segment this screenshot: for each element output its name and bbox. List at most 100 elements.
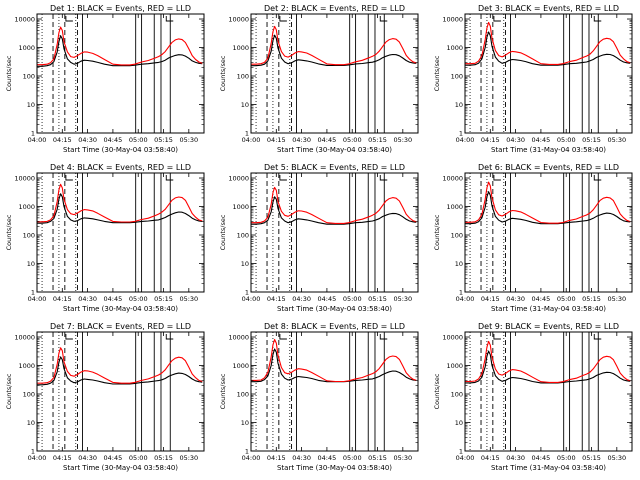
series-line-lld [37, 183, 203, 223]
series-line-events [465, 191, 631, 225]
y-tick-label: 100 [23, 391, 35, 399]
x-tick-label: 04:30 [292, 454, 311, 462]
y-axis-label: Counts/sec [219, 55, 227, 91]
x-tick-label: 05:15 [154, 454, 173, 462]
bracket-marker [493, 175, 501, 181]
y-axis-label: Counts/sec [219, 373, 227, 409]
y-tick-label: 1000 [446, 203, 463, 211]
panel-title: Det 2: BLACK = Events, RED = LLD [264, 4, 405, 13]
y-tick-label: 10 [241, 101, 249, 109]
y-tick-label: 10000 [442, 16, 463, 24]
x-tick-label: 05:00 [129, 136, 148, 144]
y-tick-label: 100 [237, 232, 249, 240]
y-axis-label: Counts/sec [219, 214, 227, 250]
series-line-events [251, 196, 417, 225]
bracket-marker [279, 175, 287, 181]
y-tick-label: 10000 [442, 334, 463, 342]
series-line-events [37, 193, 203, 224]
series-line-events [465, 31, 631, 66]
panel-title: Det 7: BLACK = Events, RED = LLD [50, 322, 191, 331]
detector-panel-4: Det 4: BLACK = Events, RED = LLD Counts/s… [5, 163, 205, 313]
plot-frame [250, 13, 419, 134]
x-tick-label: 04:15 [481, 136, 500, 144]
panel-title: Det 3: BLACK = Events, RED = LLD [478, 4, 619, 13]
y-tick-label: 1000 [18, 203, 35, 211]
y-tick-label: 1000 [18, 362, 35, 370]
x-tick-label: 05:15 [368, 136, 387, 144]
y-tick-label: 1000 [232, 362, 249, 370]
x-tick-label: 05:15 [582, 295, 601, 303]
x-tick-label: 05:30 [607, 295, 626, 303]
y-axis-label: Counts/sec [433, 214, 441, 250]
detector-panel-7: Det 7: BLACK = Events, RED = LLD Counts/s… [5, 322, 205, 472]
y-tick-label: 1 [459, 448, 463, 456]
y-tick-label: 10 [241, 260, 249, 268]
y-tick-label: 10000 [228, 334, 249, 342]
y-tick-label: 1000 [232, 44, 249, 52]
x-tick-label: 04:15 [481, 295, 500, 303]
bracket-marker [493, 334, 501, 340]
series-line-lld [251, 338, 417, 383]
bracket-marker [279, 334, 287, 340]
detector-panel-6: Det 6: BLACK = Events, RED = LLD Counts/s… [433, 163, 633, 313]
bracket-marker [593, 16, 602, 22]
y-axis-label: Counts/sec [433, 373, 441, 409]
x-tick-label: 05:15 [154, 295, 173, 303]
bracket-marker [65, 16, 73, 22]
x-tick-label: 04:45 [104, 295, 123, 303]
plot-frame [36, 13, 205, 134]
x-axis-label: Start Time (30-May-04 03:58:40) [277, 464, 392, 472]
plot-frame [36, 331, 205, 452]
x-tick-label: 04:45 [318, 454, 337, 462]
bracket-marker [379, 16, 388, 22]
x-tick-label: 05:00 [343, 295, 362, 303]
x-tick-label: 04:00 [28, 136, 47, 144]
y-tick-label: 1 [459, 130, 463, 138]
x-tick-label: 04:30 [78, 454, 97, 462]
y-tick-label: 1 [245, 448, 249, 456]
x-axis-label: Start Time (30-May-04 03:58:40) [63, 464, 178, 472]
y-tick-label: 1 [31, 448, 35, 456]
x-tick-label: 05:30 [393, 136, 412, 144]
plot-frame [464, 172, 633, 293]
y-tick-label: 10000 [228, 175, 249, 183]
x-tick-label: 04:45 [104, 136, 123, 144]
x-tick-label: 04:15 [267, 295, 286, 303]
detector-panel-8: Det 8: BLACK = Events, RED = LLD Counts/s… [219, 322, 419, 472]
x-tick-label: 05:00 [343, 454, 362, 462]
x-axis-label: Start Time (30-May-04 03:58:40) [63, 146, 178, 154]
y-tick-label: 10 [241, 419, 249, 427]
series-line-lld [37, 347, 203, 384]
y-tick-label: 1 [31, 130, 35, 138]
x-tick-label: 04:00 [242, 295, 261, 303]
x-axis-label: Start Time (30-May-04 03:58:40) [63, 305, 178, 313]
y-tick-label: 100 [237, 391, 249, 399]
series-line-events [37, 356, 203, 386]
bracket-marker [165, 16, 174, 22]
x-axis-label: Start Time (31-May-04 03:58:40) [491, 146, 606, 154]
y-axis-label: Counts/sec [5, 373, 13, 409]
x-axis-label: Start Time (31-May-04 03:58:40) [491, 464, 606, 472]
panel-title: Det 6: BLACK = Events, RED = LLD [478, 163, 619, 172]
bracket-marker [593, 175, 602, 181]
x-tick-label: 04:00 [28, 295, 47, 303]
x-tick-label: 05:15 [368, 295, 387, 303]
plot-frame [250, 331, 419, 452]
y-tick-label: 100 [451, 73, 463, 81]
y-tick-label: 10000 [14, 334, 35, 342]
series-line-events [37, 35, 203, 67]
y-tick-label: 10 [455, 101, 463, 109]
x-tick-label: 04:15 [267, 454, 286, 462]
x-tick-label: 04:45 [532, 295, 551, 303]
x-tick-label: 04:00 [456, 454, 475, 462]
x-tick-label: 05:00 [343, 136, 362, 144]
y-tick-label: 10000 [14, 175, 35, 183]
detector-panel-5: Det 5: BLACK = Events, RED = LLD Counts/s… [219, 163, 419, 313]
bracket-marker [379, 334, 388, 340]
x-tick-label: 04:15 [53, 295, 72, 303]
x-tick-label: 05:30 [179, 454, 198, 462]
bracket-marker [593, 334, 602, 340]
y-tick-label: 1000 [446, 44, 463, 52]
x-tick-label: 04:45 [318, 295, 337, 303]
